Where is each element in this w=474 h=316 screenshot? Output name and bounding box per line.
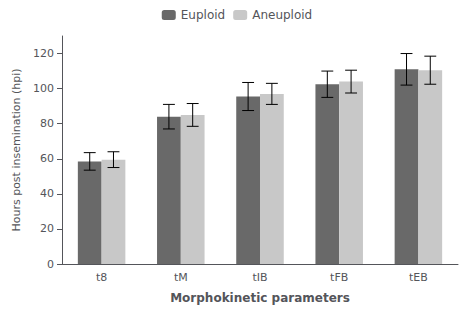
svg-text:tFB: tFB bbox=[330, 271, 348, 284]
svg-text:120: 120 bbox=[33, 47, 54, 60]
svg-text:100: 100 bbox=[33, 82, 54, 95]
svg-text:20: 20 bbox=[40, 222, 54, 235]
svg-text:Hours post insemination (hpi): Hours post insemination (hpi) bbox=[10, 68, 23, 231]
svg-text:t8: t8 bbox=[96, 271, 107, 284]
svg-text:60: 60 bbox=[40, 152, 54, 165]
svg-text:tM: tM bbox=[174, 271, 188, 284]
svg-text:40: 40 bbox=[40, 187, 54, 200]
svg-text:Euploid: Euploid bbox=[181, 8, 225, 22]
svg-text:tEB: tEB bbox=[409, 271, 428, 284]
svg-text:tIB: tIB bbox=[252, 271, 267, 284]
svg-text:Aneuploid: Aneuploid bbox=[252, 8, 312, 22]
svg-text:Morphokinetic parameters: Morphokinetic parameters bbox=[170, 291, 350, 305]
svg-text:0: 0 bbox=[47, 258, 54, 271]
svg-text:80: 80 bbox=[40, 117, 54, 130]
